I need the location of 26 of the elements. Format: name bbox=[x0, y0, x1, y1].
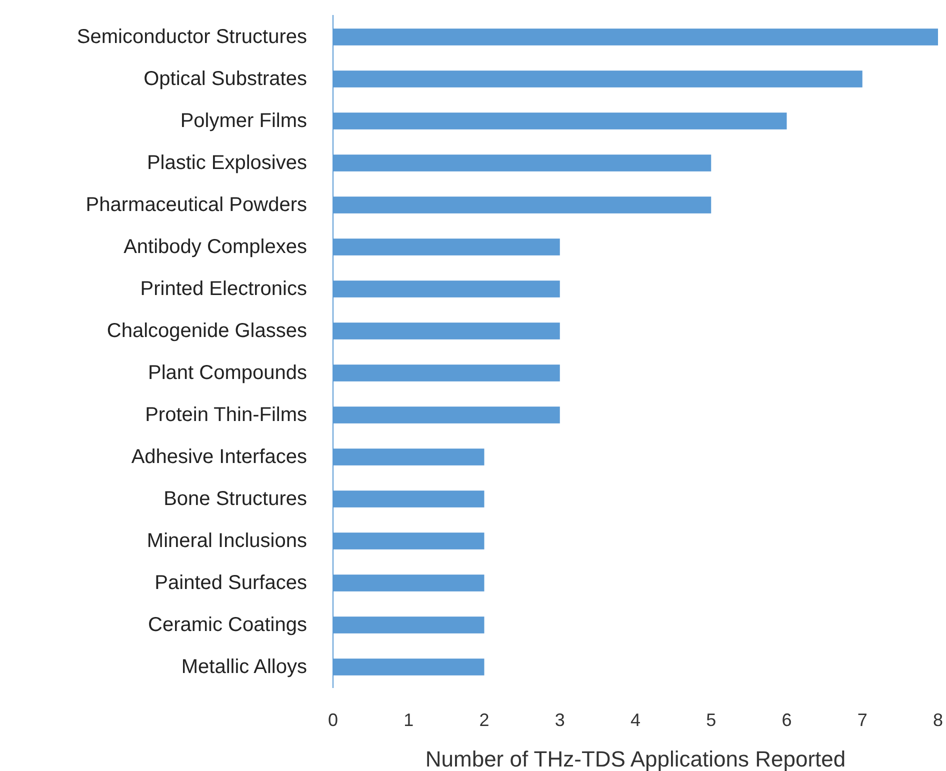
x-tick-label: 7 bbox=[857, 710, 868, 730]
y-tick-label: Printed Electronics bbox=[140, 278, 307, 300]
y-tick-label: Plant Compounds bbox=[148, 362, 307, 384]
x-tick-label: 6 bbox=[782, 710, 792, 730]
y-tick-label: Optical Substrates bbox=[144, 68, 307, 90]
x-axis-title: Number of THz-TDS Applications Reported bbox=[425, 746, 846, 771]
x-tick-label: 4 bbox=[630, 710, 641, 730]
y-tick-label: Metallic Alloys bbox=[181, 656, 307, 678]
x-tick-label: 1 bbox=[404, 710, 414, 730]
x-tick-label: 3 bbox=[554, 710, 565, 730]
y-tick-label: Mineral Inclusions bbox=[146, 530, 307, 552]
y-tick-label: Bone Structures bbox=[164, 488, 307, 510]
x-tick-label: 2 bbox=[479, 710, 490, 730]
y-tick-label: Plastic Explosives bbox=[146, 152, 307, 174]
y-tick-label: Pharmaceutical Powders bbox=[86, 194, 307, 216]
x-tick-label: 5 bbox=[706, 710, 716, 730]
y-tick-label: Antibody Complexes bbox=[124, 236, 307, 258]
y-tick-label: Adhesive Interfaces bbox=[131, 446, 307, 468]
y-tick-label: Semiconductor Structures bbox=[76, 26, 307, 48]
y-tick-label: Chalcogenide Glasses bbox=[106, 320, 307, 342]
y-tick-label: Ceramic Coatings bbox=[148, 614, 307, 636]
y-tick-label: Painted Surfaces bbox=[154, 572, 307, 594]
x-tick-label: 8 bbox=[932, 710, 944, 730]
x-tick-label: 0 bbox=[328, 710, 338, 730]
y-tick-label: Protein Thin-Films bbox=[145, 404, 307, 426]
y-tick-label: Polymer Films bbox=[180, 110, 307, 132]
